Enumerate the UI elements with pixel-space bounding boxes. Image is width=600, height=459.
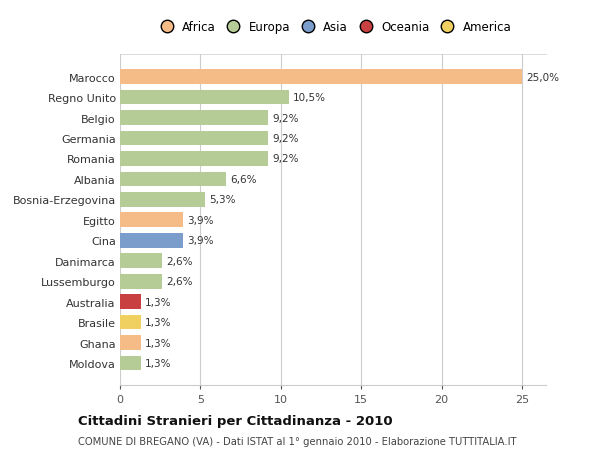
Text: 2,6%: 2,6% (166, 256, 193, 266)
Bar (120, 70, 522, 85)
Text: 9,2%: 9,2% (272, 154, 298, 164)
Text: 1,3%: 1,3% (145, 338, 172, 348)
Bar (120, 152, 268, 167)
Text: 9,2%: 9,2% (272, 134, 298, 144)
Bar (120, 131, 268, 146)
Text: 1,3%: 1,3% (145, 317, 172, 327)
Bar (120, 90, 289, 105)
Text: 1,3%: 1,3% (145, 358, 172, 368)
Bar (120, 356, 141, 370)
Text: 10,5%: 10,5% (293, 93, 326, 103)
Bar (120, 172, 226, 187)
Text: Cittadini Stranieri per Cittadinanza - 2010: Cittadini Stranieri per Cittadinanza - 2… (78, 414, 392, 428)
Text: 5,3%: 5,3% (209, 195, 236, 205)
Text: 3,9%: 3,9% (187, 215, 213, 225)
Text: COMUNE DI BREGANO (VA) - Dati ISTAT al 1° gennaio 2010 - Elaborazione TUTTITALIA: COMUNE DI BREGANO (VA) - Dati ISTAT al 1… (78, 436, 517, 446)
Bar (120, 254, 162, 269)
Text: 25,0%: 25,0% (526, 73, 559, 83)
Legend: Africa, Europa, Asia, Oceania, America: Africa, Europa, Asia, Oceania, America (155, 21, 511, 34)
Bar (120, 336, 141, 350)
Bar (120, 111, 268, 126)
Text: 3,9%: 3,9% (187, 236, 213, 246)
Bar (120, 233, 182, 248)
Bar (120, 213, 182, 228)
Text: 6,6%: 6,6% (230, 174, 257, 185)
Text: 9,2%: 9,2% (272, 113, 298, 123)
Bar (120, 295, 141, 309)
Bar (120, 274, 162, 289)
Text: 2,6%: 2,6% (166, 277, 193, 286)
Bar (120, 193, 205, 207)
Bar (120, 315, 141, 330)
Text: 1,3%: 1,3% (145, 297, 172, 307)
